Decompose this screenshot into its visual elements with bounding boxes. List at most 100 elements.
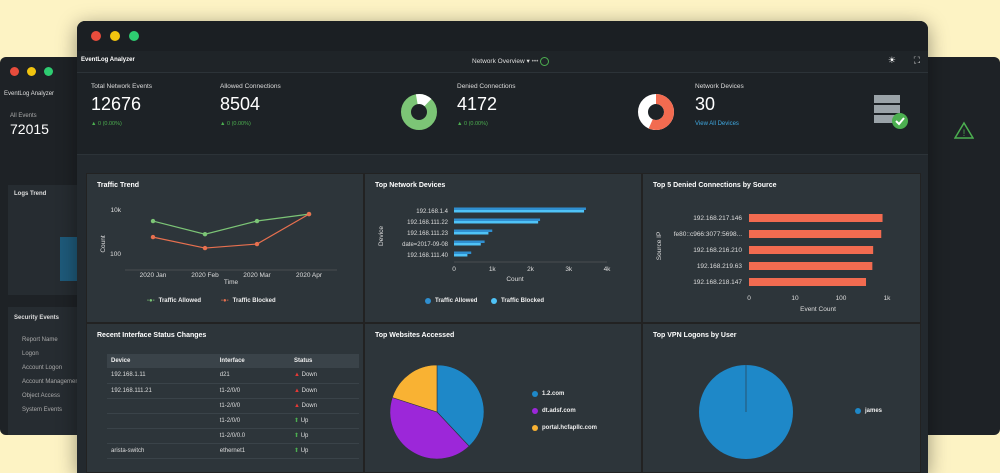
legend-item[interactable]: dt.adsf.com <box>532 408 576 414</box>
table-header[interactable]: Interface <box>215 354 291 368</box>
data-point[interactable] <box>202 232 208 237</box>
table-row: 192.168.111.21 t1-2/0/0 ▲ Down <box>107 383 359 399</box>
status-cell: ⬆ Up <box>290 443 359 459</box>
arrow-up-icon: ⬆ <box>294 418 300 424</box>
app-logo: EventLog Analyzer <box>81 57 135 63</box>
bar[interactable] <box>454 254 468 257</box>
panel-title: Top 5 Denied Connections by Source <box>653 182 777 189</box>
minimize-icon[interactable] <box>110 31 120 41</box>
table-header[interactable]: Status <box>290 354 359 368</box>
device-cell <box>107 413 216 429</box>
theme-toggle-icon[interactable]: ☀ <box>887 55 896 65</box>
legend-item[interactable]: -●- Traffic Blocked <box>221 298 276 304</box>
x-tick-label: 100 <box>836 295 847 302</box>
status-cell: ⬆ Up <box>290 428 359 444</box>
bar[interactable] <box>454 243 481 246</box>
warning-icon: ! <box>954 121 974 139</box>
device-cell: 192.168.1.11 <box>107 368 216 384</box>
bar[interactable] <box>454 221 539 224</box>
table-row: t1-2/0/0 ▲ Down <box>107 398 359 414</box>
stat-devices: Network Devices 30 View All Devices <box>695 83 744 127</box>
data-point[interactable] <box>202 245 208 251</box>
arrow-down-icon: ▲ <box>294 387 300 394</box>
top-vpn-chart <box>699 365 793 459</box>
maximize-icon[interactable] <box>129 31 139 41</box>
y-tick-label: 192.168.216.210 <box>693 247 742 254</box>
stat-value: 8504 <box>220 94 261 114</box>
panel-title: Traffic Trend <box>97 182 140 189</box>
panel-title: Top Websites Accessed <box>375 332 455 339</box>
bar[interactable] <box>454 218 541 222</box>
svg-text:!: ! <box>963 128 966 138</box>
bar[interactable] <box>454 232 489 235</box>
pie-slice[interactable] <box>391 364 438 413</box>
app-header: EventLog Analyzer Network Overview ▾ •••… <box>77 51 928 73</box>
x-tick-label: 2020 Apr <box>296 272 323 279</box>
device-cell <box>107 428 216 444</box>
fullscreen-icon[interactable]: ⛶ <box>913 55 920 65</box>
stat-label: Denied Connections <box>457 83 516 90</box>
more-icon[interactable]: ••• <box>531 58 539 66</box>
panel-title: Top VPN Logons by User <box>653 332 737 339</box>
arrow-up-icon: ⬆ <box>294 448 300 454</box>
title-bar <box>77 21 928 51</box>
y-tick-label: 10k <box>111 207 122 214</box>
data-point[interactable] <box>306 211 312 217</box>
bar[interactable] <box>454 207 586 211</box>
close-icon[interactable] <box>91 31 101 41</box>
interface-cell: t1-2/0/0 <box>215 413 291 429</box>
data-point[interactable] <box>254 241 260 247</box>
stat-allowed: Allowed Connections 8504 ▲ 0 (0.00%) <box>220 83 281 127</box>
device-cell <box>107 398 216 414</box>
bar[interactable] <box>454 240 485 244</box>
x-tick-label: 2020 Feb <box>191 272 219 279</box>
bar[interactable] <box>749 230 882 238</box>
bar[interactable] <box>454 229 493 233</box>
x-tick-label: 2020 Jan <box>140 272 167 279</box>
legend-item[interactable]: Traffic Allowed <box>425 298 477 304</box>
bg-item: Logon <box>22 351 39 357</box>
bg-item: Account Management <box>22 379 81 385</box>
table-row: arista-switch ethernet1 ⬆ Up <box>107 443 359 459</box>
bg-item: System Events <box>22 407 63 413</box>
x-axis-label: Event Count <box>800 306 836 313</box>
table-header[interactable]: Device <box>107 354 216 368</box>
series-line <box>152 213 310 235</box>
bar[interactable] <box>749 278 867 286</box>
y-tick-label: fe80::c966:3077:5698... <box>674 231 743 238</box>
bar[interactable] <box>749 262 873 270</box>
pie-slice[interactable] <box>436 364 485 447</box>
arrow-down-icon: ▲ <box>294 402 300 409</box>
bar[interactable] <box>454 210 585 213</box>
stat-label: Allowed Connections <box>220 83 281 90</box>
legend-item[interactable]: 1.2.com <box>532 391 564 397</box>
bar[interactable] <box>749 246 874 254</box>
data-point[interactable] <box>150 218 156 224</box>
bar[interactable] <box>454 251 472 255</box>
status-cell: ⬆ Up <box>290 413 359 429</box>
view-all-devices-link[interactable]: View All Devices <box>695 121 739 127</box>
bg-security-events-title: Security Events <box>14 315 60 321</box>
data-point[interactable] <box>150 234 156 240</box>
y-tick-label: date=2017-09-08 <box>402 242 449 248</box>
panel-title: Top Network Devices <box>375 182 446 189</box>
view-selector[interactable]: Network Overview ▾ ••• <box>472 57 550 66</box>
x-tick-label: 3k <box>565 266 573 273</box>
legend-item[interactable]: Traffic Blocked <box>491 298 544 304</box>
bar[interactable] <box>749 214 883 222</box>
pie-slice[interactable] <box>389 397 470 460</box>
interface-cell: d21 <box>215 368 291 384</box>
data-point[interactable] <box>254 218 260 224</box>
legend-item[interactable]: portal.hcfapllc.com <box>532 425 597 431</box>
arrow-down-icon: ▲ <box>294 372 300 379</box>
legend-item[interactable]: -●- Traffic Allowed <box>147 298 202 304</box>
interface-cell: t1-2/0/0.0 <box>215 428 291 444</box>
x-tick-label: 10 <box>791 295 799 302</box>
x-tick-label: 2020 Mar <box>243 272 271 279</box>
status-circle-icon[interactable] <box>540 57 550 66</box>
arrow-up-icon: ⬆ <box>294 433 300 439</box>
stats-bar: Total Network Events 12676 ▲ 0 (0.00%) A… <box>77 73 928 155</box>
interface-cell: t1-2/0/0 <box>215 398 291 414</box>
legend-item[interactable]: james <box>855 408 882 414</box>
device-cell: arista-switch <box>107 443 216 459</box>
